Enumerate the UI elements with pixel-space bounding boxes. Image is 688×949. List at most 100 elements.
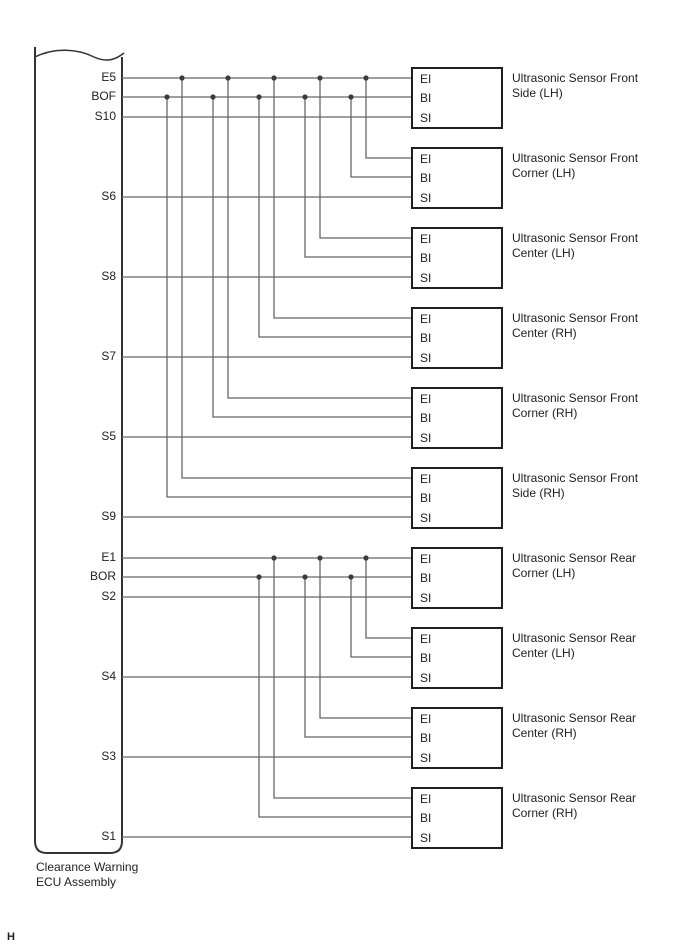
junction-dot [317, 75, 323, 81]
sensor-label-line1: Ultrasonic Sensor Rear [512, 711, 637, 725]
junction-dot [256, 574, 262, 580]
sensor-pin-ei-label: EI [420, 232, 432, 246]
sensor-pin-ei-label: EI [420, 632, 432, 646]
sensor-label-line1: Ultrasonic Sensor Front [512, 71, 639, 85]
sensor-label: Ultrasonic Sensor Rear Corner (LH) [512, 551, 636, 581]
sensor-pin-bi-label: BI [420, 91, 432, 105]
ecu-pin-label-s1: S1 [101, 829, 116, 843]
ecu-pin-label-s7: S7 [101, 349, 116, 363]
sensor-pin-bi-label: BI [420, 811, 432, 825]
sensor-box: EI BI SI [411, 147, 503, 209]
sensor-pin-si-label: SI [420, 111, 432, 125]
ecu-pin-label-bor: BOR [89, 569, 116, 583]
ecu-outline [34, 47, 123, 854]
sensor-unit-front-corner-lh: EI BI SI Ultrasonic Sensor Front Corner … [0, 147, 688, 209]
sensor-label: Ultrasonic Sensor Front Corner (RH) [512, 391, 638, 421]
sensor-unit-front-center-lh: EI BI SI Ultrasonic Sensor Front Center … [0, 227, 688, 289]
junction-dot [348, 94, 354, 100]
sensor-label: Ultrasonic Sensor Rear Center (LH) [512, 631, 636, 661]
sensor-box: EI BI SI [411, 547, 503, 609]
sensor-box: EI BI SI [411, 67, 503, 129]
ecu-pin-label-e5: E5 [101, 70, 116, 84]
wire-tap-ei-sensor-5 [227, 78, 411, 399]
sensor-pin-ei-label: EI [420, 152, 432, 166]
sensor-label: Ultrasonic Sensor Front Side (RH) [512, 471, 638, 501]
sensor-label-line2: Side (LH) [512, 86, 563, 100]
sensor-label-line2: Corner (LH) [512, 166, 576, 180]
sensor-box: EI BI SI [411, 787, 503, 849]
sensor-pin-bi-label: BI [420, 651, 432, 665]
sensor-label-line1: Ultrasonic Sensor Rear [512, 631, 637, 645]
sensor-pin-si-label: SI [420, 591, 432, 605]
sensor-pin-bi-label: BI [420, 491, 432, 505]
sensor-unit-front-side-lh: EI BI SI Ultrasonic Sensor Front Side (L… [0, 67, 688, 129]
wire-tap-bi-sensor-5 [212, 97, 411, 418]
sensor-pin-bi-label: BI [420, 411, 432, 425]
sensor-label: Ultrasonic Sensor Rear Center (RH) [512, 711, 636, 741]
ecu-break-line [34, 49, 125, 61]
sensor-pin-si-label: SI [420, 431, 432, 445]
junction-dot [302, 94, 308, 100]
sensor-pin-ei-label: EI [420, 792, 432, 806]
junction-dot [210, 94, 216, 100]
ecu-pin-label-s6: S6 [101, 189, 116, 203]
sensor-pin-bi-label: BI [420, 731, 432, 745]
sensor-label-line1: Ultrasonic Sensor Front [512, 151, 639, 165]
sensor-label-line1: Ultrasonic Sensor Front [512, 391, 639, 405]
junction-dot [164, 94, 170, 100]
sensor-label: Ultrasonic Sensor Front Center (RH) [512, 311, 638, 341]
sensor-label-line2: Corner (RH) [512, 806, 578, 820]
sensor-label-line2: Center (LH) [512, 646, 575, 660]
sensor-pin-bi-label: BI [420, 171, 432, 185]
sensor-pin-si-label: SI [420, 751, 432, 765]
sensor-pin-bi-label: BI [420, 331, 432, 345]
ecu-pin-label-s9: S9 [101, 509, 116, 523]
sensor-pin-si-label: SI [420, 271, 432, 285]
sensor-label-line2: Center (RH) [512, 726, 577, 740]
sensor-label: Ultrasonic Sensor Front Side (LH) [512, 71, 638, 101]
sensor-pin-bi-label: BI [420, 251, 432, 265]
wire-tap-ei-sensor-4 [273, 78, 411, 319]
ecu-assembly-label-line1: Clearance Warning [36, 860, 139, 874]
junction-dot [317, 555, 323, 561]
junction-dot [179, 75, 185, 81]
sensor-pin-ei-label: EI [420, 712, 432, 726]
junction-dot [225, 75, 231, 81]
sensor-label-line2: Center (RH) [512, 326, 577, 340]
sensor-pin-si-label: SI [420, 671, 432, 685]
junction-dot [271, 555, 277, 561]
junction-dot [271, 75, 277, 81]
wire-tap-ei-sensor-3 [319, 78, 411, 239]
wire-tap-bi-sensor-8 [350, 577, 411, 658]
wire-tap-bi-sensor-10 [258, 577, 411, 818]
wire-tap-bi-sensor-3 [304, 97, 411, 258]
sensor-unit-front-side-rh: EI BI SI Ultrasonic Sensor Front Side (R… [0, 467, 688, 529]
sensor-label-line2: Corner (LH) [512, 566, 576, 580]
sensor-label-line2: Corner (RH) [512, 406, 578, 420]
wire-tap-bi-sensor-9 [304, 577, 411, 738]
sensor-unit-front-center-rh: EI BI SI Ultrasonic Sensor Front Center … [0, 307, 688, 369]
sensor-box: EI BI SI [411, 467, 503, 529]
page-corner-mark: H [7, 931, 15, 943]
sensor-label-line1: Ultrasonic Sensor Rear [512, 551, 637, 565]
sensor-label-line1: Ultrasonic Sensor Front [512, 231, 639, 245]
wire-tap-ei-sensor-6 [181, 78, 411, 479]
sensor-pin-ei-label: EI [420, 392, 432, 406]
sensor-box: EI BI SI [411, 627, 503, 689]
junction-dot [348, 574, 354, 580]
sensor-pin-si-label: SI [420, 191, 432, 205]
ecu-pin-label-s4: S4 [101, 669, 116, 683]
sensor-pin-ei-label: EI [420, 472, 432, 486]
junction-dot [363, 75, 369, 81]
wire-tap-ei-sensor-10 [273, 558, 411, 799]
ecu-pin-label-s10: S10 [94, 109, 116, 123]
ecu-pin-label-s2: S2 [101, 589, 116, 603]
ecu-pin-label-e1: E1 [101, 550, 116, 564]
sensor-unit-front-corner-rh: EI BI SI Ultrasonic Sensor Front Corner … [0, 387, 688, 449]
sensor-unit-rear-center-rh: EI BI SI Ultrasonic Sensor Rear Center (… [0, 707, 688, 769]
ecu-pin-label-s3: S3 [101, 749, 116, 763]
sensor-box: EI BI SI [411, 707, 503, 769]
wire-tap-ei-sensor-8 [365, 558, 411, 639]
